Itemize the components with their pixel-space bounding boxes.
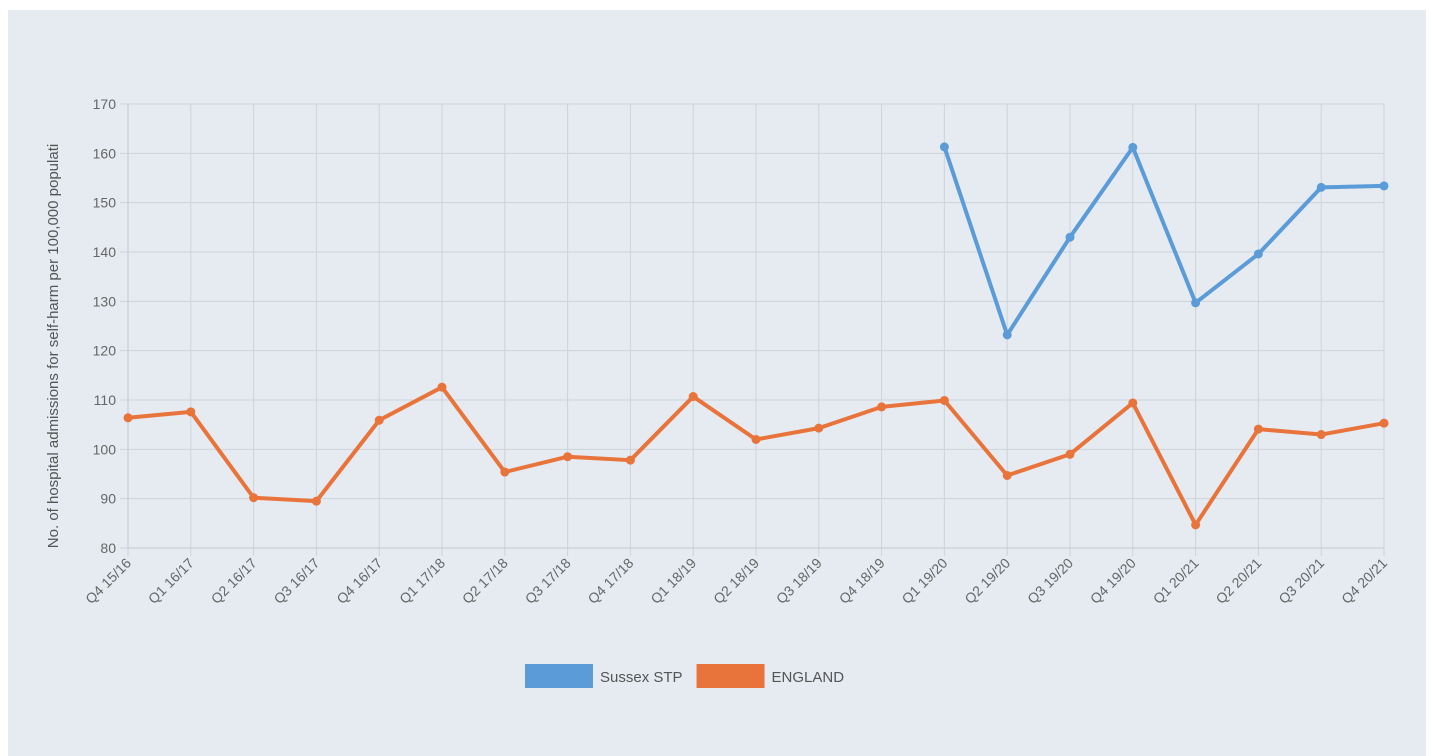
data-point-england[interactable] xyxy=(311,496,321,506)
data-point-england[interactable] xyxy=(374,415,384,425)
data-point-england[interactable] xyxy=(877,402,887,412)
data-point-sussex-stp[interactable] xyxy=(1316,182,1326,192)
data-point-sussex-stp[interactable] xyxy=(1128,142,1138,152)
y-tick-label: 90 xyxy=(100,491,116,507)
y-tick-label: 170 xyxy=(93,96,117,112)
data-point-england[interactable] xyxy=(123,413,133,423)
data-point-england[interactable] xyxy=(688,392,698,402)
y-tick-label: 160 xyxy=(93,145,117,161)
y-tick-label: 150 xyxy=(93,195,117,211)
x-tick-label: Q2 17/18 xyxy=(459,555,511,607)
x-tick-label: Q3 17/18 xyxy=(522,555,574,607)
y-tick-label: 80 xyxy=(100,540,116,556)
data-point-england[interactable] xyxy=(1128,398,1138,408)
data-point-sussex-stp[interactable] xyxy=(1191,298,1201,308)
series-lines xyxy=(123,142,1389,530)
grid xyxy=(120,103,1385,556)
data-point-england[interactable] xyxy=(1065,449,1075,459)
x-tick-label: Q4 18/19 xyxy=(836,555,888,607)
y-tick-label: 100 xyxy=(93,441,117,457)
x-tick-label: Q2 19/20 xyxy=(961,555,1013,607)
data-point-england[interactable] xyxy=(751,434,761,444)
x-tick-label: Q4 15/16 xyxy=(82,555,134,607)
y-tick-label: 130 xyxy=(93,293,117,309)
data-point-england[interactable] xyxy=(1191,520,1201,530)
data-point-sussex-stp[interactable] xyxy=(1253,249,1263,259)
x-tick-label: Q4 19/20 xyxy=(1087,555,1139,607)
legend-label-sussex-stp[interactable]: Sussex STP xyxy=(600,669,683,686)
data-point-sussex-stp[interactable] xyxy=(1379,181,1389,191)
chart-panel: 80 90 100 110 120 130 140 150 160 170 Q4 15/16 Q1 … xyxy=(8,10,1426,756)
x-tick-label: Q1 19/20 xyxy=(898,555,950,607)
y-tick-label: 120 xyxy=(93,343,117,359)
x-tick-label: Q3 16/17 xyxy=(270,555,322,607)
legend: Sussex STP ENGLAND xyxy=(525,664,844,688)
data-point-england[interactable] xyxy=(625,455,635,465)
x-tick-label: Q3 20/21 xyxy=(1275,555,1327,607)
data-point-sussex-stp[interactable] xyxy=(1065,232,1075,242)
x-tick-label: Q3 19/20 xyxy=(1024,555,1076,607)
series-line-sussex-stp xyxy=(942,145,1385,337)
legend-swatch-sussex-stp[interactable] xyxy=(525,664,593,688)
data-point-sussex-stp[interactable] xyxy=(1002,330,1012,340)
x-tick-label: Q1 16/17 xyxy=(145,555,197,607)
x-tick-label: Q3 18/19 xyxy=(773,555,825,607)
y-axis: 80 90 100 110 120 130 140 150 160 170 xyxy=(93,96,117,556)
x-tick-label: Q1 18/19 xyxy=(647,555,699,607)
data-point-sussex-stp[interactable] xyxy=(939,142,949,152)
x-tick-label: Q4 17/18 xyxy=(584,555,636,607)
x-tick-label: Q4 20/21 xyxy=(1338,555,1390,607)
data-point-england[interactable] xyxy=(939,395,949,405)
data-point-england[interactable] xyxy=(1379,418,1389,428)
x-tick-label: Q2 20/21 xyxy=(1212,555,1264,607)
data-point-england[interactable] xyxy=(1253,424,1263,434)
data-point-england[interactable] xyxy=(186,407,196,417)
data-point-england[interactable] xyxy=(1316,430,1326,440)
legend-label-england[interactable]: ENGLAND xyxy=(772,669,845,686)
data-point-england[interactable] xyxy=(249,493,259,503)
data-point-england[interactable] xyxy=(437,382,447,392)
x-tick-label: Q1 17/18 xyxy=(396,555,448,607)
x-tick-label: Q2 18/19 xyxy=(710,555,762,607)
x-axis: Q4 15/16 Q1 16/17 Q2 16/17 Q3 16/17 Q4 16/17… xyxy=(82,555,1390,607)
y-tick-label: 110 xyxy=(94,392,117,408)
x-tick-label: Q2 16/17 xyxy=(208,555,260,607)
data-point-england[interactable] xyxy=(814,423,824,433)
y-axis-label: No. of hospital admissions for self-harm… xyxy=(45,144,62,548)
data-point-england[interactable] xyxy=(500,467,510,477)
data-point-england[interactable] xyxy=(563,452,573,462)
data-point-england[interactable] xyxy=(1002,470,1012,480)
x-tick-label: Q4 16/17 xyxy=(333,555,385,607)
legend-swatch-england[interactable] xyxy=(696,664,765,688)
y-tick-label: 140 xyxy=(93,244,117,260)
x-tick-label: Q1 20/21 xyxy=(1150,555,1202,607)
